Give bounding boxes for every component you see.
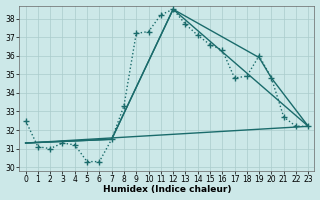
X-axis label: Humidex (Indice chaleur): Humidex (Indice chaleur)	[103, 185, 231, 194]
